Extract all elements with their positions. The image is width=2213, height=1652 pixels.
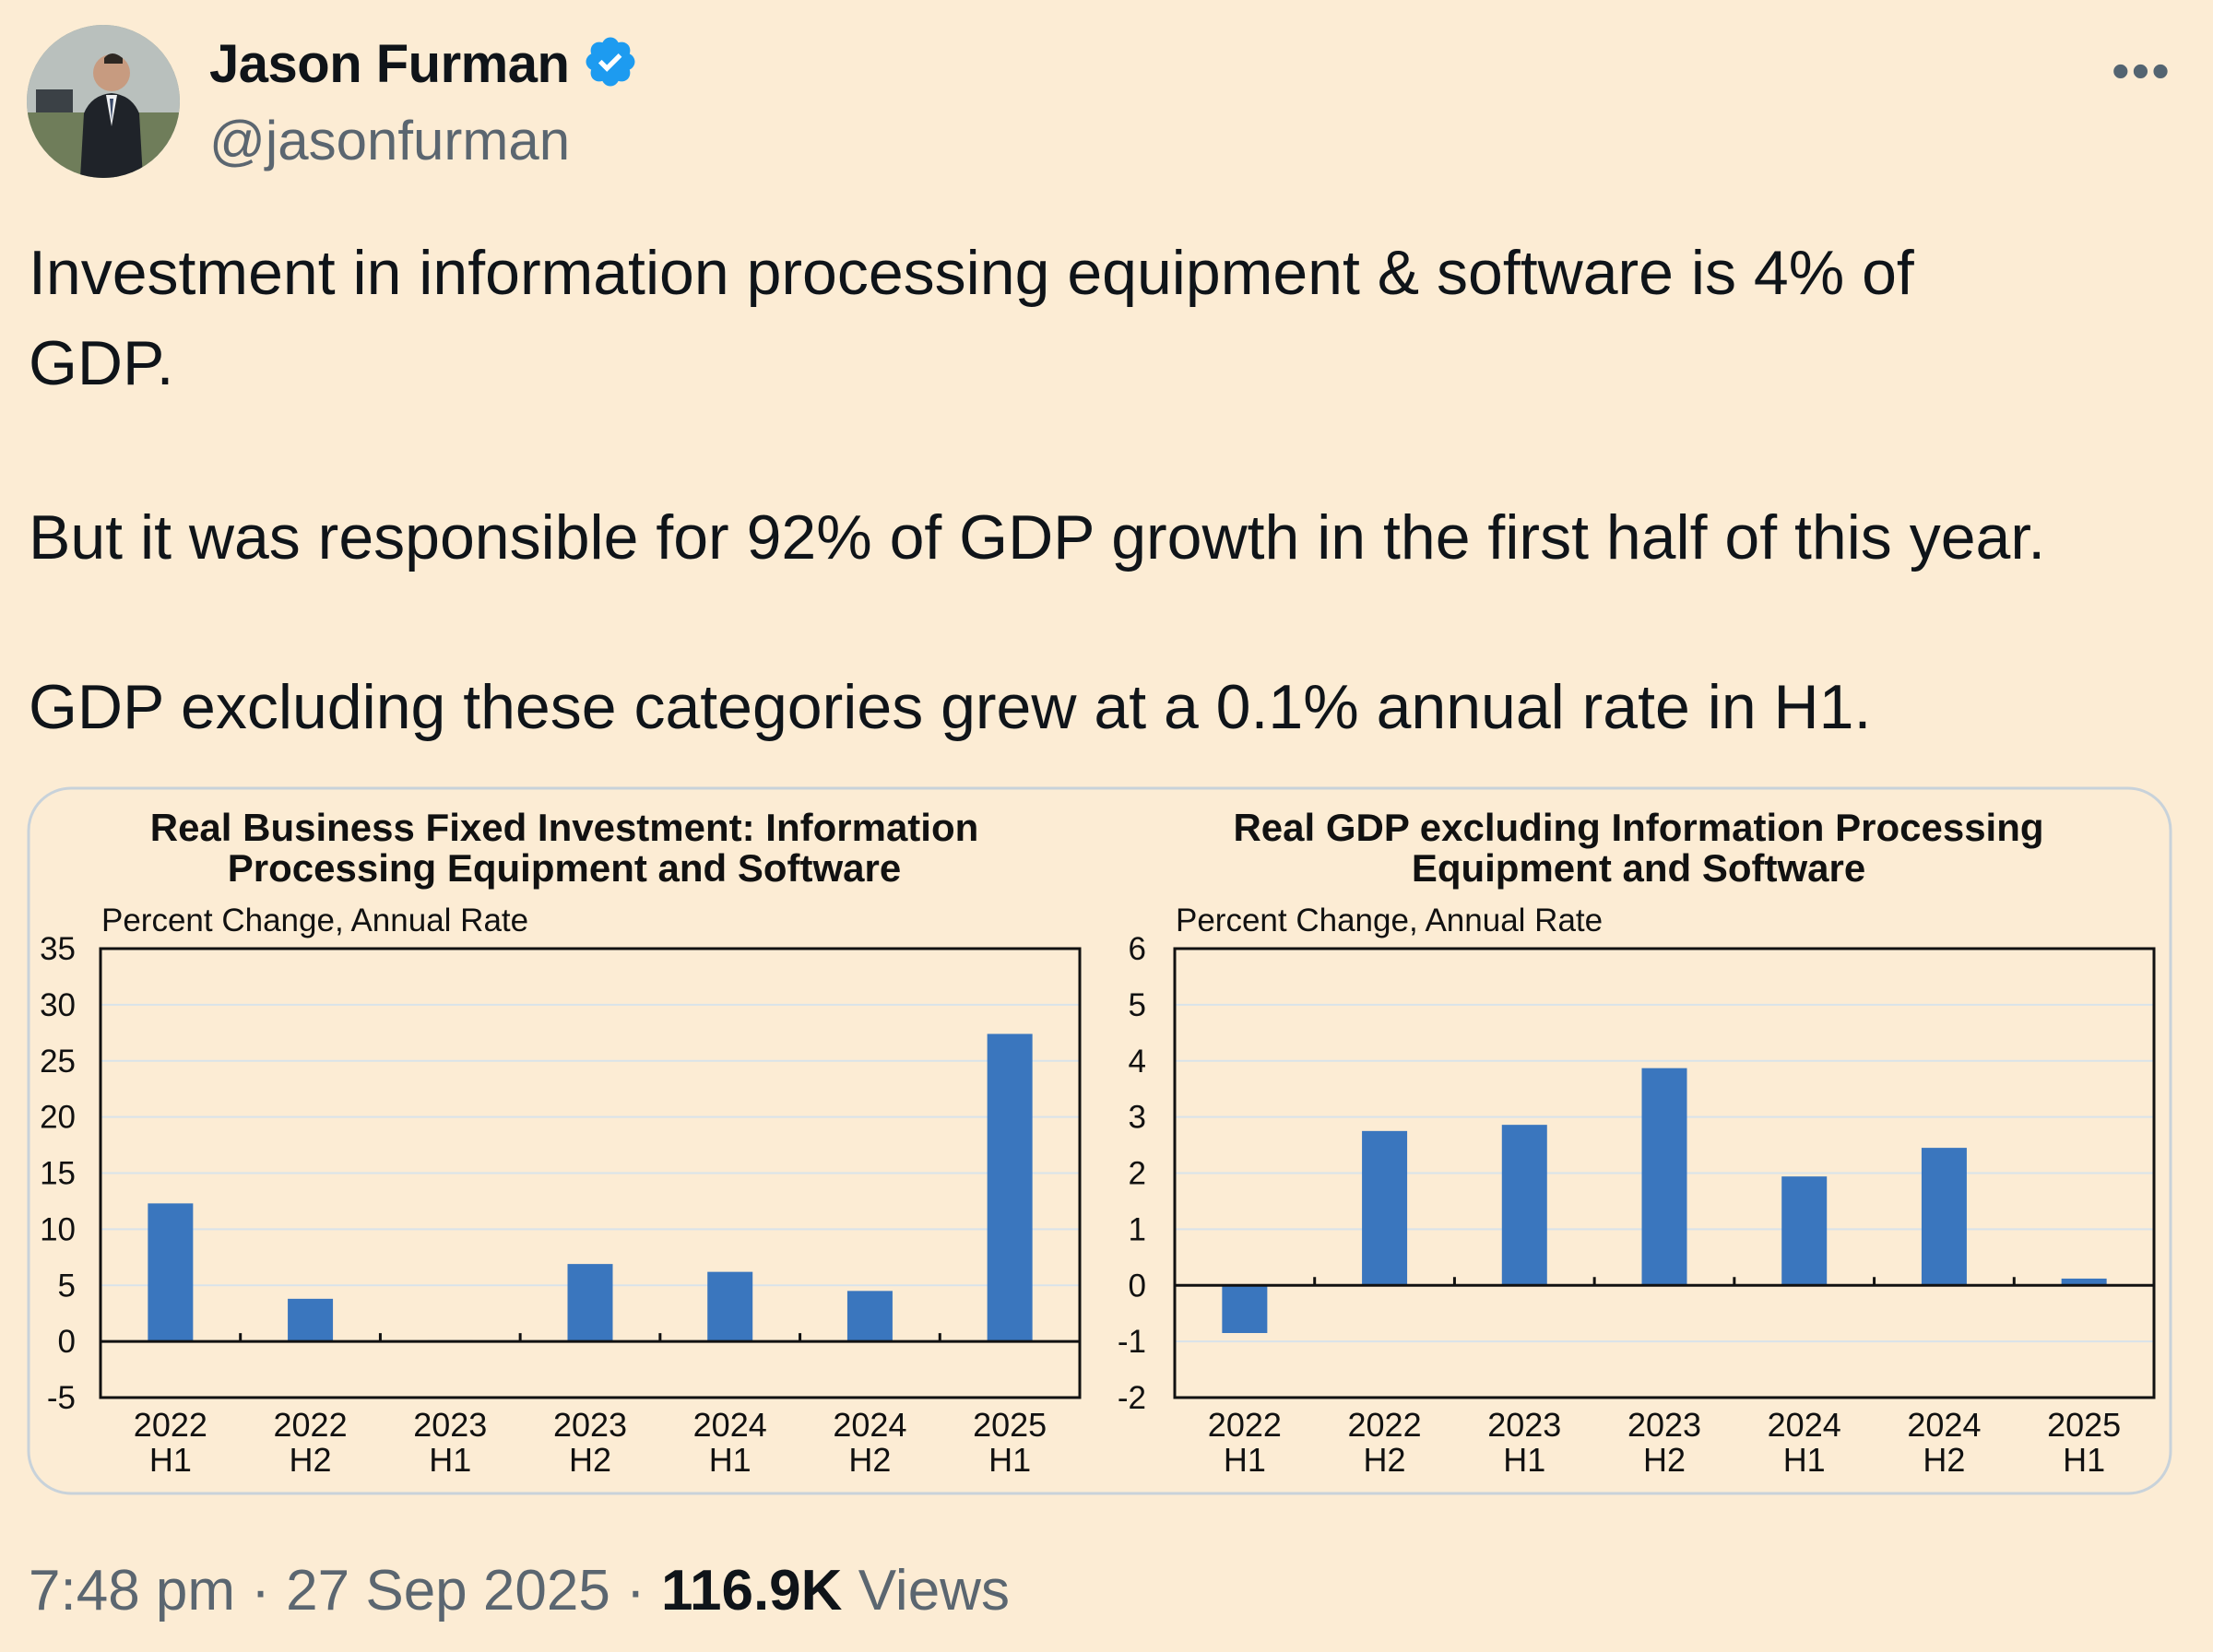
separator: · [251, 1559, 270, 1622]
y-tick-label: 15 [40, 1156, 76, 1192]
views-label: Views [858, 1559, 1010, 1622]
plot-frame [1173, 947, 2156, 1399]
x-tick-label-year: 2022 [134, 1406, 207, 1444]
x-tick-label-half: H2 [1643, 1441, 1686, 1479]
y-tick-label: -2 [1118, 1380, 1146, 1416]
y-tick-label: 20 [40, 1100, 76, 1136]
y-tick-label: 25 [40, 1044, 76, 1080]
x-tick-label-half: H2 [848, 1441, 891, 1479]
tweet-line-4: GDP excluding these categories grew at a… [29, 672, 1872, 742]
tweet-time[interactable]: 7:48 pm [29, 1559, 236, 1622]
y-tick-label: 30 [40, 987, 76, 1023]
x-tick-label-half: H1 [2063, 1441, 2105, 1479]
y-tick-label: 4 [1129, 1044, 1146, 1080]
author-handle[interactable]: @jasonfurman [209, 110, 571, 171]
x-tick-label-year: 2024 [693, 1406, 767, 1444]
bar [1781, 1176, 1828, 1286]
y-tick-label: 0 [58, 1324, 76, 1360]
x-tick-label-year: 2023 [1487, 1406, 1561, 1444]
x-tick-label-year: 2022 [1208, 1406, 1282, 1444]
avatar[interactable] [27, 25, 180, 178]
x-tick-label-half: H2 [569, 1441, 611, 1479]
x-tick-label-year: 2023 [553, 1406, 627, 1444]
verified-badge-icon [582, 33, 639, 95]
y-tick-label: 6 [1129, 931, 1146, 967]
plot-frame [99, 947, 1082, 1399]
tweet-footer: 7:48 pm · 27 Sep 2025 · 116.9K Views [29, 1558, 1010, 1623]
y-tick-label: 1 [1129, 1211, 1146, 1247]
y-tick-label: 2 [1129, 1156, 1146, 1192]
x-tick-label-year: 2023 [1627, 1406, 1701, 1444]
chart2-plot: 6543210-1-22022H12022H22023H12023H22024H… [1118, 931, 2156, 1479]
views-count: 116.9K [660, 1559, 843, 1622]
x-tick-label-half: H1 [149, 1441, 192, 1479]
chart1-title-line2: Processing Equipment and Software [228, 846, 901, 890]
bar [148, 1203, 194, 1342]
bar [2061, 1278, 2107, 1286]
x-tick-label-half: H1 [429, 1441, 471, 1479]
chart1-plot: 35302520151050-52022H12022H22023H12023H2… [40, 931, 1082, 1479]
y-tick-label: 10 [40, 1211, 76, 1247]
author-name[interactable]: Jason Furman [209, 34, 570, 94]
x-tick-label-half: H1 [1224, 1441, 1266, 1479]
chart2-title-line2: Equipment and Software [1412, 846, 1865, 890]
bar [707, 1271, 753, 1342]
tweet-line-1: Investment in information processing equ… [29, 238, 1914, 308]
bar [987, 1033, 1033, 1342]
y-tick-label: 3 [1129, 1100, 1146, 1136]
x-tick-label-half: H2 [290, 1441, 332, 1479]
y-tick-label: 0 [1129, 1268, 1146, 1304]
y-tick-label: 5 [58, 1268, 76, 1304]
x-tick-label-year: 2022 [1348, 1406, 1422, 1444]
y-tick-label: 5 [1129, 987, 1146, 1023]
bar [1921, 1148, 1967, 1286]
x-tick-label-half: H1 [709, 1441, 751, 1479]
x-tick-label-year: 2025 [2047, 1406, 2121, 1444]
more-horizontal-icon[interactable]: ••• [2112, 41, 2172, 100]
x-tick-label-year: 2024 [833, 1406, 906, 1444]
x-tick-label-year: 2022 [274, 1406, 348, 1444]
x-tick-label-half: H2 [1923, 1441, 1965, 1479]
bar [1501, 1125, 1547, 1286]
x-tick-label-year: 2024 [1768, 1406, 1841, 1444]
avatar-photo [27, 25, 180, 178]
card-border [27, 786, 2172, 1495]
x-tick-label-year: 2024 [1907, 1406, 1981, 1444]
bar [288, 1298, 334, 1342]
bar [846, 1291, 893, 1342]
x-tick-label-half: H1 [1503, 1441, 1545, 1479]
x-tick-label-year: 2025 [973, 1406, 1047, 1444]
bar [427, 1339, 473, 1342]
chart2-title-line1: Real GDP excluding Information Processin… [1233, 806, 2043, 849]
chart2-ylabel: Percent Change, Annual Rate [1176, 903, 1603, 938]
x-tick-label-year: 2023 [413, 1406, 487, 1444]
bar [1641, 1068, 1687, 1286]
tweet-line-2: GDP. [29, 328, 174, 398]
y-tick-label: -1 [1118, 1324, 1146, 1360]
bar [1362, 1130, 1408, 1286]
chart1-title-line1: Real Business Fixed Investment: Informat… [150, 806, 979, 849]
separator: · [626, 1559, 645, 1622]
tweet-date[interactable]: 27 Sep 2025 [286, 1559, 610, 1622]
y-tick-label: 35 [40, 931, 76, 967]
y-tick-label: -5 [47, 1380, 76, 1416]
x-tick-label-half: H1 [988, 1441, 1031, 1479]
chart1-ylabel: Percent Change, Annual Rate [101, 903, 528, 938]
bar [1222, 1285, 1268, 1333]
x-tick-label-half: H2 [1364, 1441, 1406, 1479]
tweet-line-3: But it was responsible for 92% of GDP gr… [29, 502, 2046, 572]
bar [567, 1264, 613, 1342]
x-tick-label-half: H1 [1783, 1441, 1826, 1479]
